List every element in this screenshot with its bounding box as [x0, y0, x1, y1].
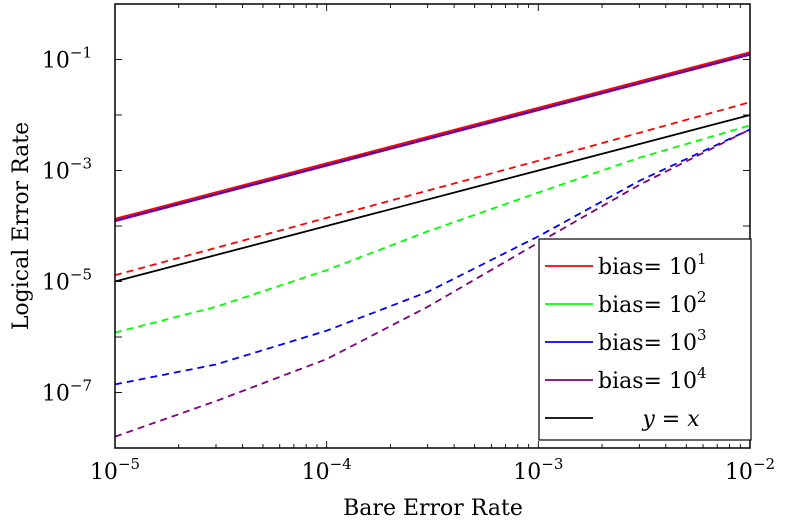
series-line-6 — [114, 124, 751, 334]
plot-lines — [114, 51, 751, 438]
plot-frame — [114, 3, 751, 449]
y-tick-label: 10−3 — [42, 155, 92, 185]
series-line-5 — [114, 101, 751, 277]
y-tick-label: 10−1 — [42, 44, 92, 74]
legend-box — [538, 238, 752, 441]
legend-label-3: bias= 103 — [598, 326, 707, 356]
legend-label-1: bias= 101 — [598, 250, 707, 280]
legend-label-4: bias= 104 — [598, 364, 707, 394]
series-line-4 — [114, 114, 751, 283]
series-line-1 — [114, 51, 751, 220]
series-line-7 — [114, 128, 751, 386]
x-axis-label: Bare Error Rate — [343, 496, 523, 521]
x-tick-label: 10−5 — [90, 455, 140, 485]
x-tick-label: 10−3 — [513, 455, 563, 485]
series-line-3 — [114, 53, 751, 223]
y-axis-label: Logical Error Rate — [9, 122, 34, 330]
y-tick-label: 10−5 — [42, 266, 92, 296]
tick-labels: 10−5 10−4 10−3 10−2 10−7 10−5 10−3 10−1 — [42, 44, 775, 486]
legend-label-2: bias= 102 — [598, 288, 707, 318]
y-tick-label: 10−7 — [42, 377, 92, 407]
series-line-8 — [114, 128, 751, 438]
x-tick-label: 10−2 — [725, 455, 775, 485]
legend-label-5: y = x — [641, 407, 700, 432]
x-tick-label: 10−4 — [302, 455, 352, 485]
legend: bias= 101 bias= 102 bias= 103 bias= 104 y = … — [538, 238, 752, 441]
